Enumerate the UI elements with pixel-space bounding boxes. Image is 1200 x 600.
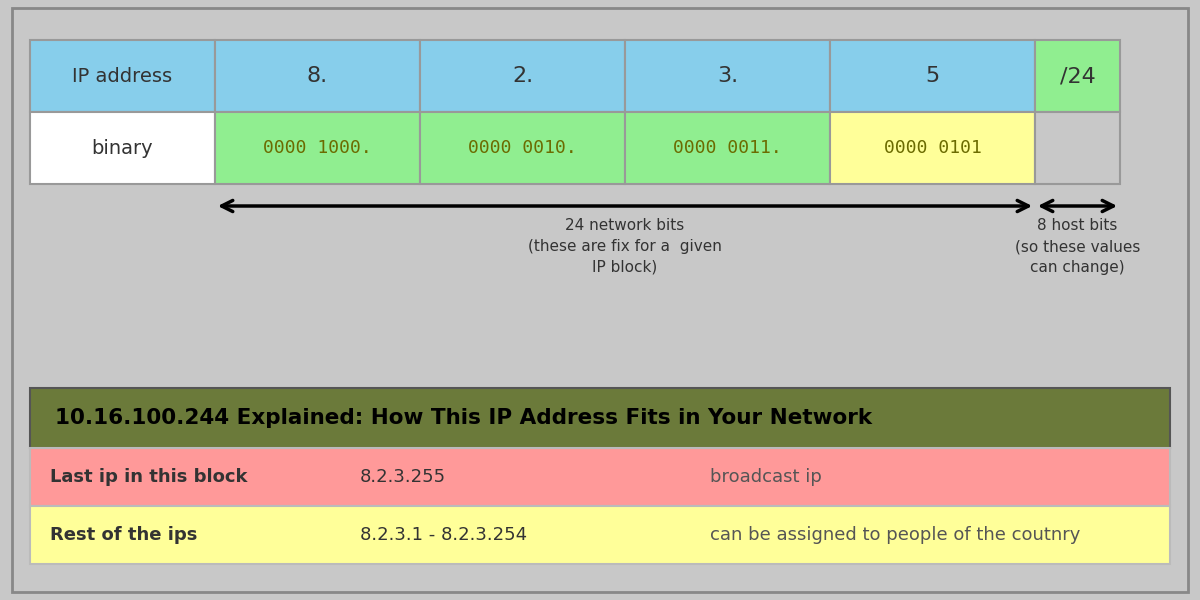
- Text: 8.2.3.1 - 8.2.3.254: 8.2.3.1 - 8.2.3.254: [360, 526, 527, 544]
- Text: 0000 1000.: 0000 1000.: [263, 139, 372, 157]
- Text: 5: 5: [925, 66, 940, 86]
- Text: 0000 0011.: 0000 0011.: [673, 139, 782, 157]
- FancyBboxPatch shape: [1034, 40, 1120, 112]
- FancyBboxPatch shape: [215, 40, 420, 112]
- FancyBboxPatch shape: [830, 112, 1034, 184]
- Text: 8 host bits
(so these values
can change): 8 host bits (so these values can change): [1015, 218, 1140, 275]
- FancyBboxPatch shape: [215, 112, 420, 184]
- FancyBboxPatch shape: [830, 40, 1034, 112]
- Text: can be assigned to people of the coutnry: can be assigned to people of the coutnry: [710, 526, 1080, 544]
- Text: 24 network bits
(these are fix for a  given
IP block): 24 network bits (these are fix for a giv…: [528, 218, 722, 275]
- FancyBboxPatch shape: [12, 8, 1188, 592]
- Text: 8.2.3.255: 8.2.3.255: [360, 468, 446, 486]
- Text: Rest of the ips: Rest of the ips: [50, 526, 197, 544]
- Text: Last ip in this block: Last ip in this block: [50, 468, 247, 486]
- FancyBboxPatch shape: [30, 506, 1170, 564]
- FancyBboxPatch shape: [30, 448, 1170, 506]
- FancyBboxPatch shape: [30, 112, 215, 184]
- Text: /24: /24: [1060, 66, 1096, 86]
- Text: binary: binary: [91, 139, 154, 158]
- Text: 0000 0101: 0000 0101: [883, 139, 982, 157]
- Text: 3.: 3.: [716, 66, 738, 86]
- Text: 2.: 2.: [512, 66, 533, 86]
- Text: 10.16.100.244 Explained: How This IP Address Fits in Your Network: 10.16.100.244 Explained: How This IP Add…: [55, 408, 872, 428]
- Text: 8.: 8.: [307, 66, 328, 86]
- Text: IP address: IP address: [72, 67, 173, 86]
- Text: 0000 0010.: 0000 0010.: [468, 139, 577, 157]
- FancyBboxPatch shape: [30, 388, 1170, 448]
- FancyBboxPatch shape: [625, 112, 830, 184]
- FancyBboxPatch shape: [420, 40, 625, 112]
- FancyBboxPatch shape: [420, 112, 625, 184]
- FancyBboxPatch shape: [30, 40, 215, 112]
- Text: broadcast ip: broadcast ip: [710, 468, 822, 486]
- FancyBboxPatch shape: [625, 40, 830, 112]
- FancyBboxPatch shape: [1034, 112, 1120, 184]
